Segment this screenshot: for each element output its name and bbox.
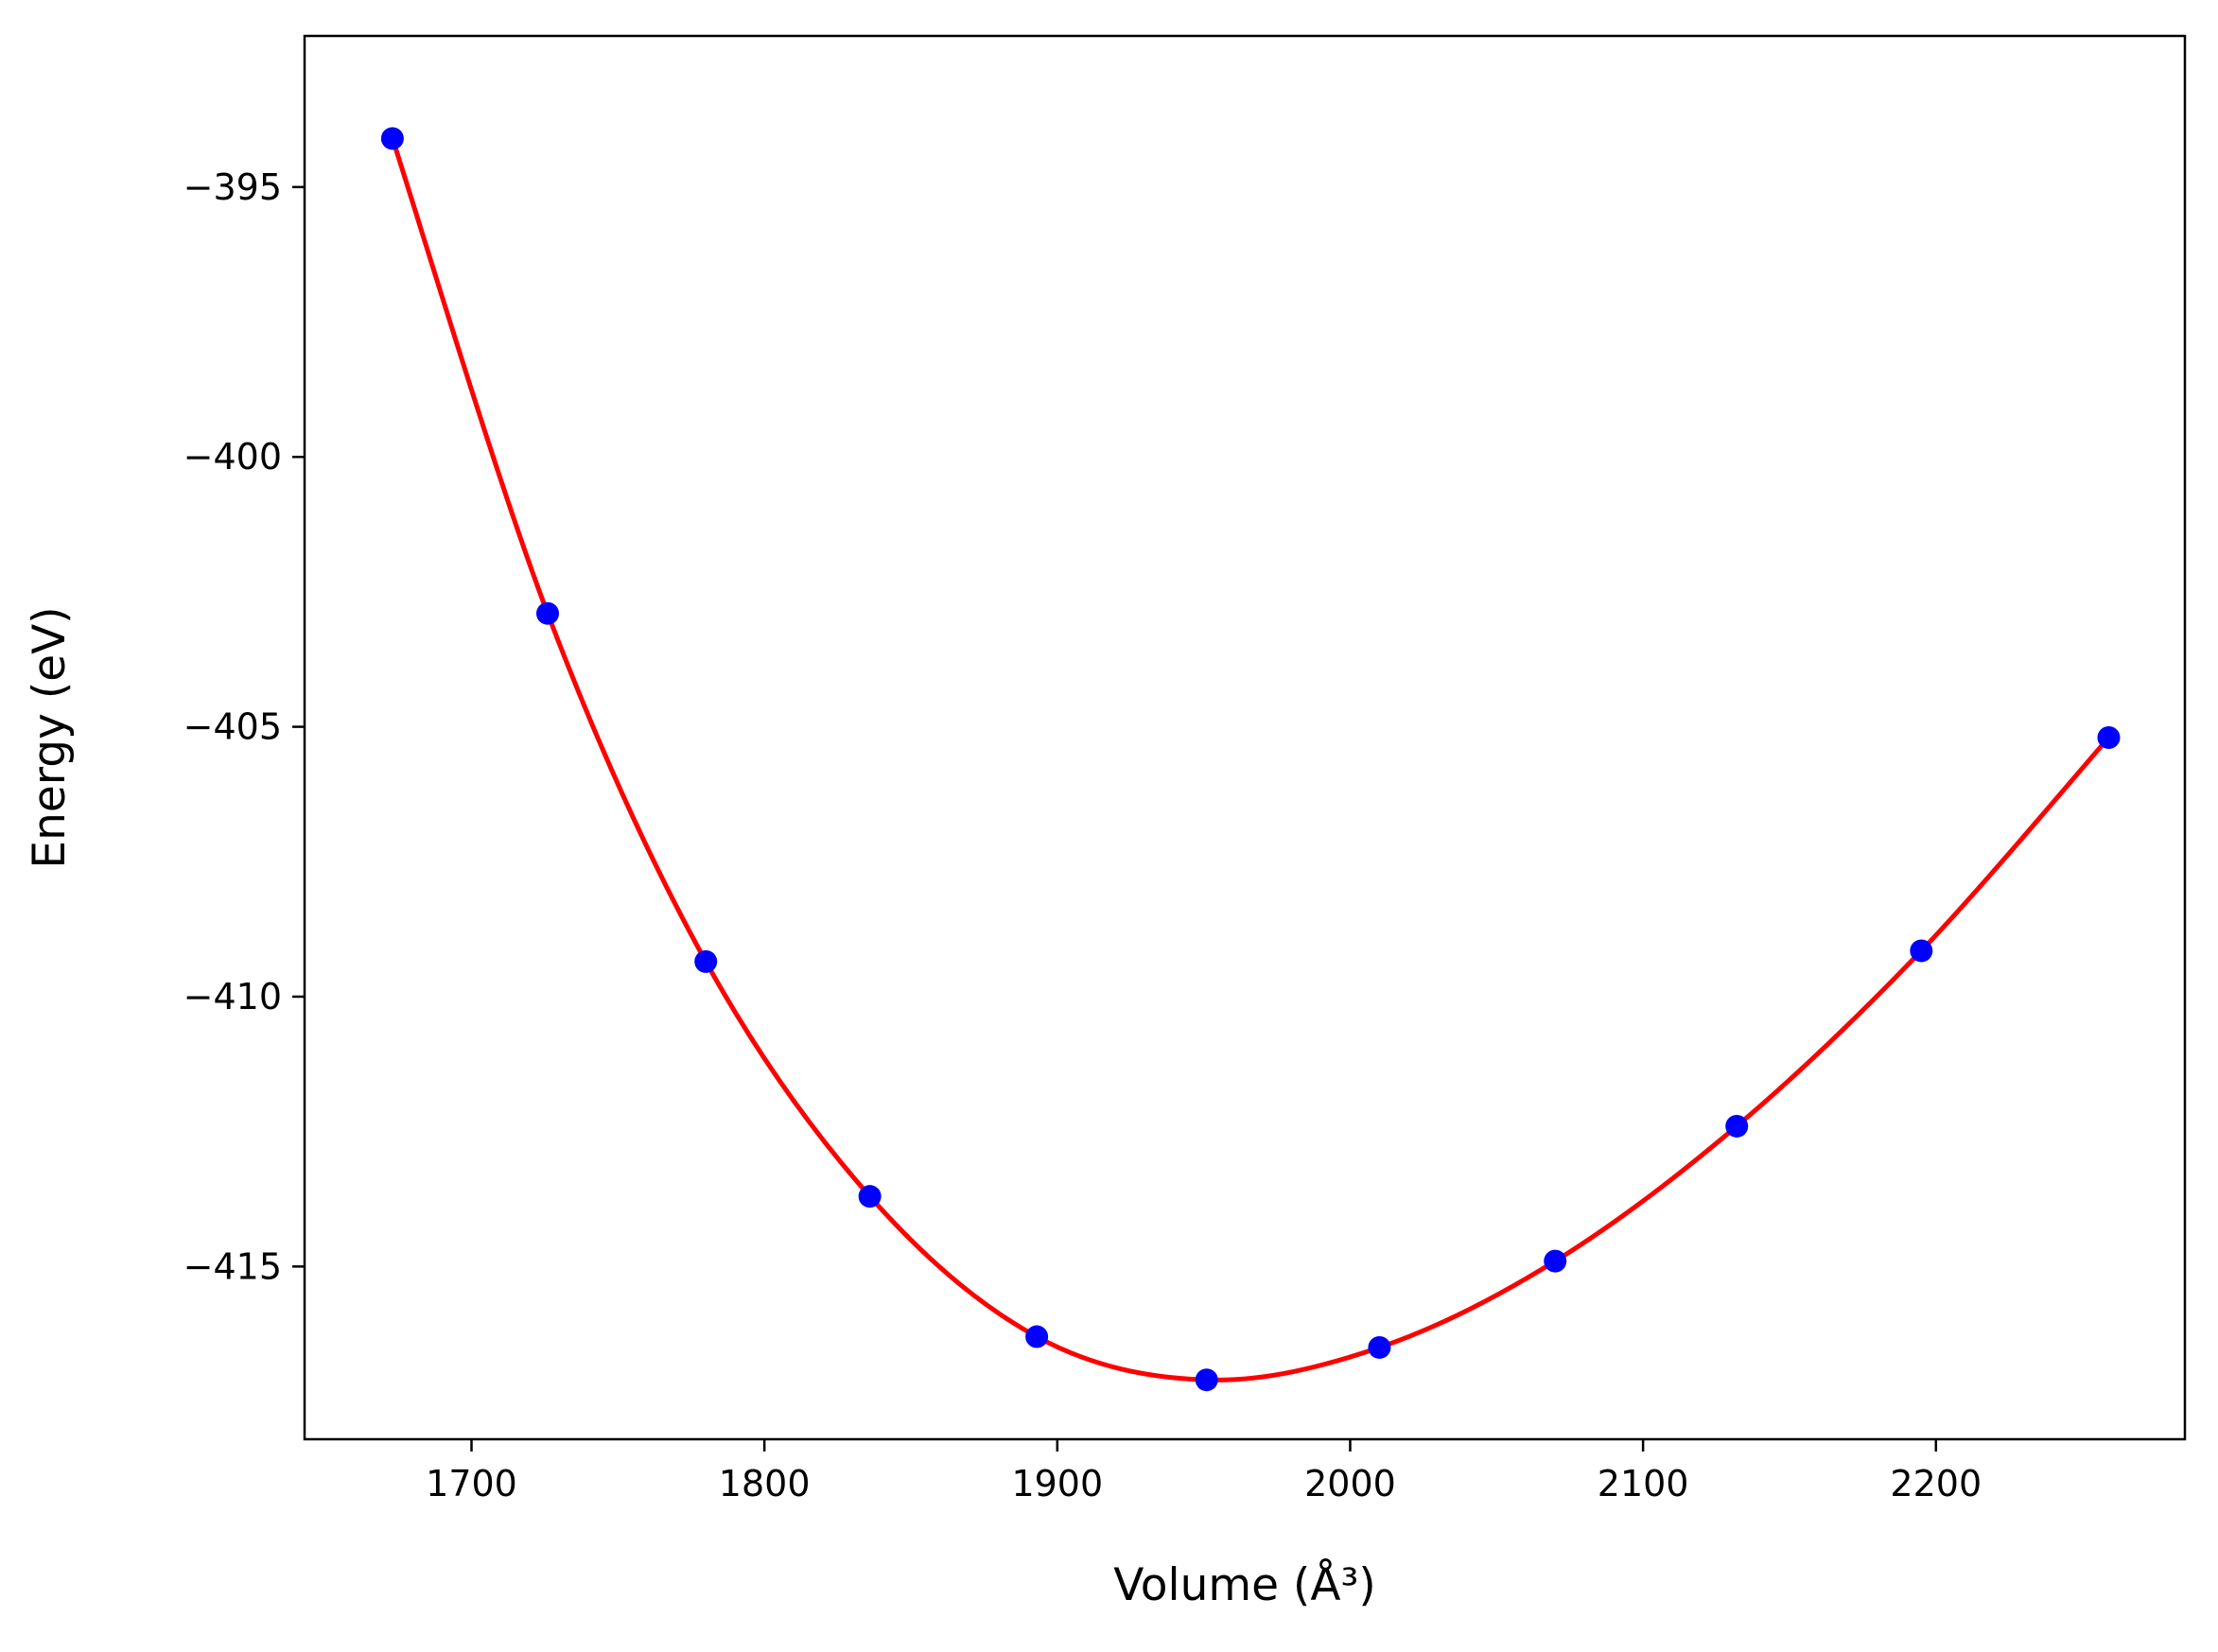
fit-curve — [390, 137, 2111, 1382]
data-point — [536, 601, 560, 625]
x-tick-label: 2000 — [1304, 1463, 1396, 1504]
x-tick-label: 1900 — [1011, 1463, 1103, 1504]
y-tick-label: −410 — [183, 976, 282, 1017]
y-tick-label: −405 — [183, 706, 282, 748]
x-tick-label: 1700 — [426, 1463, 517, 1504]
data-point — [1910, 939, 1933, 963]
data-point — [2097, 726, 2121, 749]
y-tick-label: −395 — [183, 166, 282, 208]
data-point — [1725, 1114, 1749, 1138]
x-tick-label: 2100 — [1598, 1463, 1689, 1504]
y-axis-label: Energy (eV) — [24, 606, 76, 868]
data-point — [858, 1185, 882, 1209]
data-point — [1544, 1249, 1567, 1273]
x-axis-label: Volume (Å³) — [1113, 1559, 1375, 1611]
x-tick-label: 1800 — [719, 1463, 811, 1504]
plot-content — [380, 127, 2121, 1392]
x-tick-label: 2200 — [1890, 1463, 1982, 1504]
data-point — [694, 949, 718, 973]
data-point — [1368, 1335, 1391, 1359]
data-point — [1025, 1325, 1049, 1348]
y-tick-label: −400 — [183, 436, 282, 478]
y-tick-label: −415 — [183, 1245, 282, 1287]
x-axis-ticks: 1700 1800 1900 2000 2100 2200 — [426, 1439, 1982, 1504]
plot-frame — [303, 34, 2187, 1441]
data-point — [1195, 1368, 1218, 1392]
y-axis-ticks: −395 −400 −405 −410 −415 — [183, 166, 305, 1287]
data-point — [380, 127, 404, 150]
